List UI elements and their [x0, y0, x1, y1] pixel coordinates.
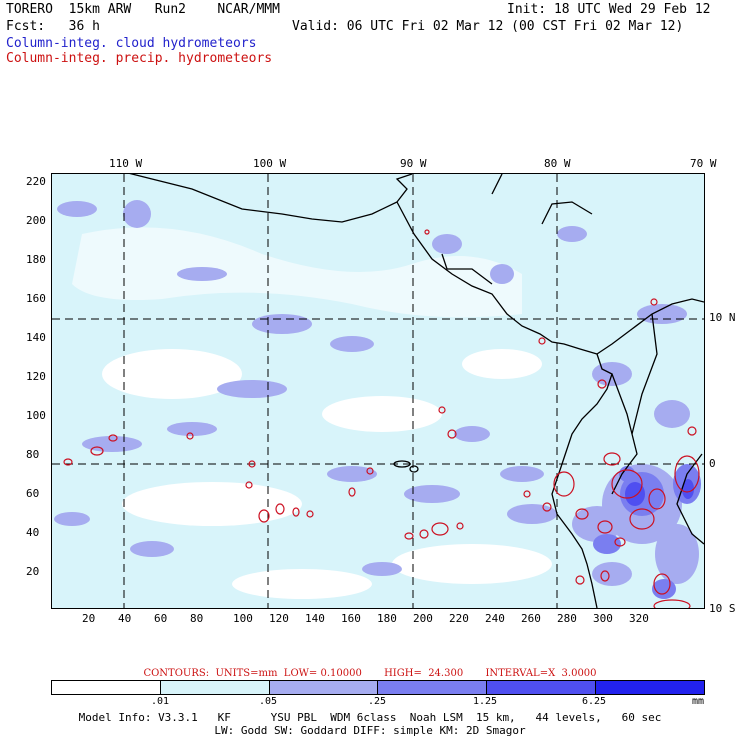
model-title: TORERO 15km ARW Run2 NCAR/MMM — [6, 2, 280, 17]
valid-time: Valid: 06 UTC Fri 02 Mar 12 (00 CST Fri … — [292, 19, 684, 34]
colorbar-tick: .01 — [151, 696, 170, 707]
y-label: 80 — [26, 448, 40, 461]
lat-label-10s: 10 S — [709, 602, 736, 615]
x-label: 180 — [377, 612, 397, 625]
x-label: 20 — [82, 612, 96, 625]
legend-precip-hydrometeors: Column-integ. precip. hydrometeors — [6, 51, 273, 66]
coastlines — [129, 174, 704, 608]
init-time: Init: 18 UTC Wed 29 Feb 12 — [507, 2, 711, 17]
lat-label-0: 0 — [709, 457, 716, 470]
x-label: 280 — [557, 612, 577, 625]
x-label: 220 — [449, 612, 469, 625]
colorbar-unit: mm — [692, 696, 705, 707]
x-label: 60 — [154, 612, 168, 625]
hydrometeor-map — [52, 174, 704, 608]
lat-label-10n: 10 N — [709, 311, 736, 324]
colorbar-segment — [487, 681, 597, 694]
y-label: 20 — [26, 565, 40, 578]
forecast-hour: Fcst: 36 h — [6, 19, 100, 34]
y-label: 200 — [26, 214, 46, 227]
x-label: 140 — [305, 612, 325, 625]
colorbar-segment — [269, 681, 379, 694]
x-label: 120 — [269, 612, 289, 625]
x-label: 240 — [485, 612, 505, 625]
map-panel — [51, 173, 705, 609]
x-label: 160 — [341, 612, 361, 625]
x-label: 200 — [413, 612, 433, 625]
x-label: 80 — [190, 612, 204, 625]
colorbar — [51, 680, 705, 695]
y-label: 60 — [26, 487, 40, 500]
colorbar-tick: 6.25 — [582, 696, 607, 707]
y-label: 180 — [26, 253, 46, 266]
precip-contours — [63, 229, 700, 608]
lon-label-80w: 80 W — [544, 157, 571, 170]
model-info-line2: LW: Godd SW: Goddard DIFF: simple KM: 2D… — [214, 724, 526, 737]
colorbar-segment — [596, 681, 704, 694]
y-label: 40 — [26, 526, 40, 539]
cloud-shading-layer — [52, 174, 704, 608]
x-label: 100 — [233, 612, 253, 625]
lon-label-70w: 70 W — [690, 157, 717, 170]
x-label: 300 — [593, 612, 613, 625]
x-label: 40 — [118, 612, 132, 625]
contours-info: CONTOURS: UNITS=mm LOW= 0.10000 HIGH= 24… — [143, 668, 597, 679]
colorbar-segment — [52, 681, 161, 694]
x-label: 320 — [629, 612, 649, 625]
colorbar-tick: 1.25 — [473, 696, 498, 707]
x-label: 260 — [521, 612, 541, 625]
lat-lon-grid — [52, 174, 704, 608]
y-label: 100 — [26, 409, 46, 422]
model-info-line1: Model Info: V3.3.1 KF YSU PBL WDM 6class… — [78, 711, 662, 724]
y-label: 220 — [26, 175, 46, 188]
y-label: 120 — [26, 370, 46, 383]
lon-label-90w: 90 W — [400, 157, 427, 170]
colorbar-tick: .25 — [368, 696, 387, 707]
colorbar-segment — [160, 681, 270, 694]
colorbar-tick: .05 — [259, 696, 278, 707]
colorbar-segment — [378, 681, 488, 694]
y-label: 160 — [26, 292, 46, 305]
legend-cloud-hydrometeors: Column-integ. cloud hydrometeors — [6, 36, 257, 51]
lon-label-100w: 100 W — [253, 157, 287, 170]
lon-label-110w: 110 W — [109, 157, 143, 170]
y-label: 140 — [26, 331, 46, 344]
